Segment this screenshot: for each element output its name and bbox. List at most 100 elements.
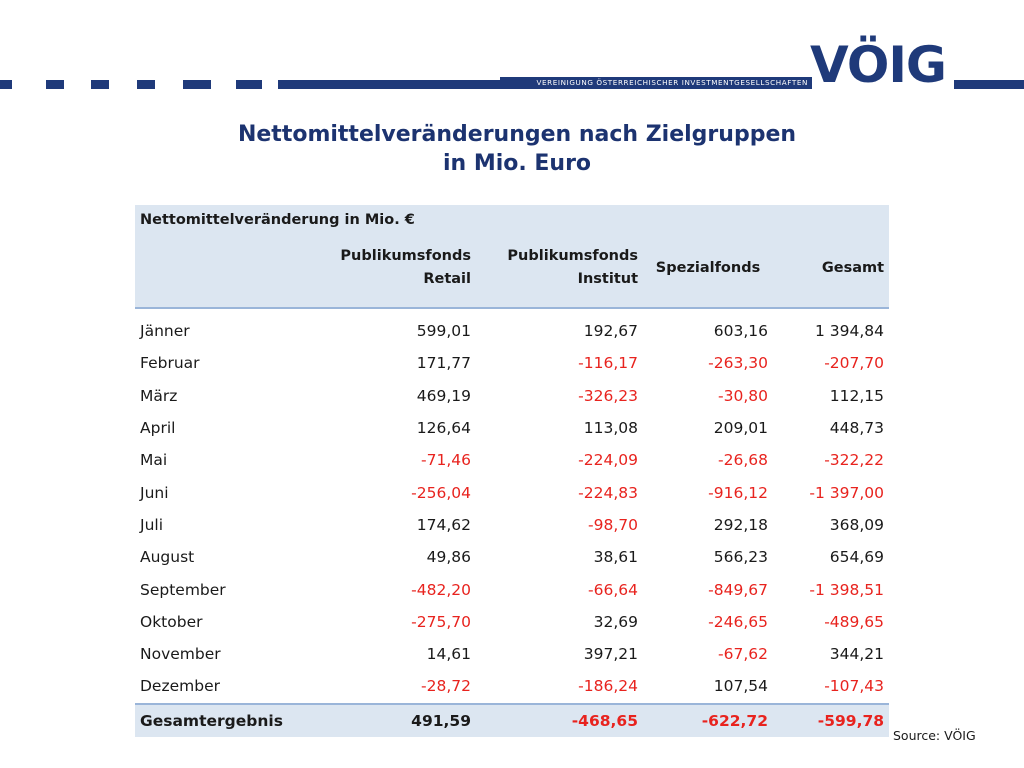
header-band: VEREINIGUNG ÖSTERREICHISCHER INVESTMENTG…: [0, 0, 1024, 100]
cell-institut: 113,08: [583, 419, 638, 438]
table-row: Oktober -275,70 32,69 -246,65 -489,65: [135, 606, 889, 638]
cell-gesamt: 112,15: [829, 386, 885, 405]
month-label: Februar: [140, 354, 200, 373]
column-header-institut-line1: Publikumsfonds: [507, 248, 638, 264]
cell-retail: 174,62: [416, 515, 471, 534]
cell-institut: 192,67: [583, 322, 638, 341]
month-label: März: [140, 386, 178, 405]
table-row: November 14,61 397,21 -67,62 344,21: [135, 638, 889, 670]
title-line-1: Nettomittelveränderungen nach Zielgruppe…: [237, 122, 797, 147]
cell-gesamt: -207,70: [824, 354, 885, 373]
table-row: Dezember -28,72 -186,24 107,54 -107,43: [135, 670, 889, 703]
cell-institut: -98,70: [588, 515, 638, 534]
table-header-row: Publikumsfonds Retail Publikumsfonds Ins…: [135, 233, 890, 309]
cell-gesamt: 1 394,84: [815, 322, 885, 341]
cell-spezial: 107,54: [713, 677, 768, 696]
cell-retail: -28,72: [421, 677, 471, 696]
cell-gesamt: 368,09: [829, 515, 885, 534]
table-row: August 49,86 38,61 566,23 654,69: [135, 541, 889, 573]
header-dash: [183, 80, 211, 89]
table-row: April 126,64 113,08 209,01 448,73: [135, 412, 889, 444]
cell-spezial: 603,16: [713, 322, 768, 341]
cell-gesamt: -1 398,51: [809, 580, 885, 599]
cell-retail: -71,46: [421, 451, 471, 470]
month-label: Jänner: [140, 322, 190, 341]
cell-spezial: -916,12: [708, 483, 768, 502]
month-label: Oktober: [140, 612, 203, 631]
cell-institut: -224,83: [578, 483, 638, 502]
total-institut: -468,65: [476, 702, 643, 737]
header-dash: [91, 80, 109, 89]
cell-gesamt: -107,43: [824, 677, 885, 696]
cell-spezial: -246,65: [708, 612, 768, 631]
cell-retail: 49,86: [426, 548, 471, 567]
cell-institut: 32,69: [593, 612, 638, 631]
column-header-gesamt: Gesamt: [773, 233, 890, 309]
cell-institut: -326,23: [578, 386, 638, 405]
cell-retail: 171,77: [416, 354, 471, 373]
table-row: Juni -256,04 -224,83 -916,12 -1 397,00: [135, 476, 889, 508]
page-title: Nettomittelveränderungen nach Zielgruppe…: [0, 120, 1024, 178]
cell-institut: -186,24: [578, 677, 638, 696]
month-label: November: [140, 645, 221, 664]
cell-spezial: -30,80: [718, 386, 768, 405]
cell-institut: -116,17: [578, 354, 638, 373]
table-row: März 469,19 -326,23 -30,80 112,15: [135, 380, 889, 412]
cell-institut: 38,61: [593, 548, 638, 567]
header-dash: [0, 80, 12, 89]
cell-retail: 126,64: [416, 419, 471, 438]
column-header-institut: Publikumsfonds Institut: [476, 233, 643, 309]
column-header-month: [135, 233, 311, 309]
cell-spezial: 566,23: [713, 548, 768, 567]
total-retail: 491,59: [311, 702, 476, 737]
table-caption: Nettomittelveränderung in Mio. €: [135, 205, 890, 233]
cell-gesamt: -489,65: [824, 612, 885, 631]
total-spezial: -622,72: [643, 702, 773, 737]
table-row: Februar 171,77 -116,17 -263,30 -207,70: [135, 347, 889, 379]
table-row: September -482,20 -66,64 -849,67 -1 398,51: [135, 573, 889, 605]
column-header-retail-line2: Retail: [423, 271, 471, 287]
header-dash: [46, 80, 64, 89]
association-name: VEREINIGUNG ÖSTERREICHISCHER INVESTMENTG…: [500, 77, 812, 89]
logo-underline: [954, 80, 1024, 89]
column-header-retail: Publikumsfonds Retail: [311, 233, 476, 309]
cell-spezial: 292,18: [713, 515, 768, 534]
cell-retail: 599,01: [416, 322, 471, 341]
cell-retail: -256,04: [411, 483, 471, 502]
cell-gesamt: 654,69: [829, 548, 885, 567]
cell-gesamt: -322,22: [824, 451, 885, 470]
cell-spezial: -849,67: [708, 580, 768, 599]
table-row: Juli 174,62 -98,70 292,18 368,09: [135, 509, 889, 541]
cell-retail: -482,20: [411, 580, 471, 599]
header-dash: [137, 80, 155, 89]
cell-institut: -224,09: [578, 451, 638, 470]
source-note: Source: VÖIG: [893, 728, 976, 743]
table-row: Mai -71,46 -224,09 -26,68 -322,22: [135, 444, 889, 476]
cell-gesamt: 448,73: [829, 419, 885, 438]
cell-retail: 469,19: [416, 386, 471, 405]
cell-spezial: -67,62: [718, 645, 768, 664]
column-header-spezial: Spezialfonds: [643, 233, 773, 309]
table-row: Jänner 599,01 192,67 603,16 1 394,84: [135, 308, 889, 347]
cell-spezial: -263,30: [708, 354, 768, 373]
cell-institut: -66,64: [588, 580, 638, 599]
table-caption-row: Nettomittelveränderung in Mio. €: [135, 205, 890, 233]
cell-spezial: -26,68: [718, 451, 768, 470]
cell-institut: 397,21: [583, 645, 638, 664]
cell-spezial: 209,01: [713, 419, 768, 438]
header-dash: [236, 80, 262, 89]
month-label: Mai: [140, 451, 168, 470]
month-label: September: [140, 580, 226, 599]
cell-retail: 14,61: [426, 645, 471, 664]
month-label: Dezember: [140, 677, 220, 696]
title-line-2: in Mio. Euro: [442, 151, 592, 176]
month-label: Juni: [140, 483, 169, 502]
month-label: April: [140, 419, 176, 438]
cell-gesamt: 344,21: [829, 645, 885, 664]
month-label: August: [140, 548, 195, 567]
total-label: Gesamtergebnis: [135, 702, 311, 737]
total-row: Gesamtergebnis 491,59 -468,65 -622,72 -5…: [135, 702, 890, 737]
voeig-logo: VÖIG: [810, 36, 947, 94]
column-header-retail-line1: Publikumsfonds: [340, 248, 471, 264]
cell-retail: -275,70: [411, 612, 471, 631]
